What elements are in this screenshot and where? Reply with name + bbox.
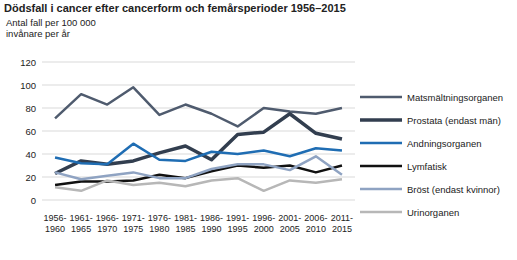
y-tick-label: 20 <box>25 172 36 183</box>
y-tick-label: 100 <box>20 80 36 91</box>
x-tick-label: 1971-1975 <box>122 213 145 234</box>
y-tick-label: 120 <box>20 57 36 68</box>
legend-label: Matsmältningsorganen <box>407 92 503 103</box>
legend-label: Urinorganen <box>407 207 459 218</box>
series-line <box>55 144 342 165</box>
y-tick-label: 60 <box>25 126 36 137</box>
x-tick-label: 2011-2015 <box>331 213 353 234</box>
series-line <box>55 156 342 179</box>
legend-label: Prostata (endast män) <box>407 115 501 126</box>
x-tick-label: 1996-2000 <box>252 213 275 234</box>
x-tick-label: 1991-1995 <box>226 213 249 234</box>
y-tick-label: 80 <box>25 103 36 114</box>
y-label: Antal fall per 100 000 <box>6 17 96 28</box>
grid-line <box>42 131 355 132</box>
grid-line <box>42 200 355 201</box>
legend-swatch <box>360 188 402 191</box>
chart: Dödsfall i cancer efter cancerform och f… <box>0 0 517 260</box>
legend-label: Andningsorganen <box>407 138 481 149</box>
x-tick-label: 1966-1970 <box>96 213 119 234</box>
grid-line <box>42 85 355 86</box>
x-tick-label: 1976-1980 <box>148 213 171 234</box>
legend-swatch <box>360 142 402 145</box>
title: Dödsfall i cancer efter cancerform och f… <box>4 2 346 14</box>
legend-swatch <box>360 165 402 168</box>
plot-area <box>55 87 342 191</box>
x-tick-label: 1961-1965 <box>70 213 93 234</box>
legend-label: Bröst (endast kvinnor) <box>407 184 500 195</box>
series-line <box>55 178 342 191</box>
y-tick-label: 40 <box>25 149 36 160</box>
legend-swatch <box>360 211 402 214</box>
x-tick-label: 1956-1960 <box>44 213 67 234</box>
y-label: invånare per år <box>6 28 70 39</box>
x-tick-label: 2006-2010 <box>304 213 327 234</box>
legend-swatch <box>360 96 402 99</box>
x-tick-label: 1981-1985 <box>174 213 197 234</box>
y-tick-label: 0 <box>31 195 36 206</box>
grid-line <box>42 62 355 63</box>
legend-swatch <box>360 118 402 122</box>
legend-label: Lymfatisk <box>407 161 447 172</box>
x-tick-label: 2001-2005 <box>278 213 301 234</box>
x-tick-label: 1986-1990 <box>200 213 223 234</box>
